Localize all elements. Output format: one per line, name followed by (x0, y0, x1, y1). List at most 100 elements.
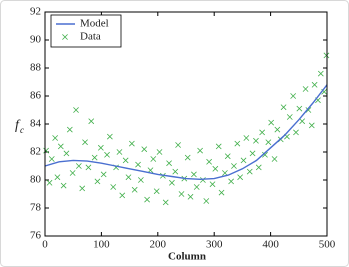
data-point (63, 150, 70, 157)
data-point (106, 133, 113, 140)
y-tick-label: 82 (30, 146, 41, 158)
y-tick-label: 84 (30, 118, 42, 130)
data-point (259, 129, 266, 136)
model-line (44, 84, 328, 181)
data-point (249, 150, 256, 157)
data-point (184, 154, 191, 161)
y-axis-label: f (15, 118, 21, 133)
y-tick-label: 88 (30, 62, 42, 74)
data-point (166, 160, 172, 167)
data-point (311, 81, 318, 88)
data-point (73, 107, 79, 113)
data-point (43, 147, 50, 154)
y-tick-label: 92 (30, 6, 41, 18)
data-point (253, 137, 259, 144)
data-point (197, 147, 203, 154)
y-tick-label: 80 (30, 174, 42, 186)
y-axis-label-subscript: c (20, 125, 24, 135)
data-point (150, 156, 157, 162)
data-point (162, 199, 169, 206)
data-point (48, 156, 55, 162)
data-point (122, 157, 129, 164)
data-point (119, 192, 126, 199)
data-point (231, 163, 237, 169)
data-point (296, 105, 303, 112)
data-point (293, 129, 299, 136)
data-point (243, 135, 250, 141)
data-point (144, 196, 150, 203)
data-point (46, 179, 53, 186)
data-point (57, 143, 64, 150)
data-point (135, 161, 141, 168)
data-point (215, 143, 222, 150)
data-point (85, 164, 92, 171)
data-point (268, 119, 275, 126)
data-point (262, 151, 268, 158)
x-tick-label: 500 (319, 239, 336, 251)
data-point (323, 52, 330, 59)
data-point (317, 70, 324, 77)
data-point (222, 170, 228, 176)
data-point (271, 156, 278, 162)
data-point (240, 157, 247, 164)
data-point (246, 168, 253, 175)
data-point (60, 182, 67, 189)
data-point (274, 126, 281, 133)
legend-label: Model (80, 18, 109, 30)
data-point (137, 177, 144, 183)
data-point (110, 184, 117, 190)
data-point (97, 144, 104, 151)
data-point (172, 168, 179, 175)
data-point (125, 174, 132, 181)
x-tick-label: 300 (206, 239, 223, 251)
data-point (54, 174, 61, 181)
data-point (308, 122, 315, 129)
data-point (237, 174, 244, 181)
data-point (212, 165, 219, 172)
data-point (100, 171, 107, 178)
data-point (206, 158, 213, 165)
data-point (91, 154, 98, 161)
data-point (128, 140, 135, 147)
data-point (52, 135, 59, 141)
data-point (290, 93, 297, 99)
data-point (209, 181, 216, 188)
data-point (200, 177, 206, 183)
data-point (94, 178, 101, 185)
data-point (286, 114, 293, 120)
data-point (193, 184, 200, 190)
data-point (234, 140, 241, 147)
data-point (228, 178, 235, 185)
data-point (218, 189, 225, 196)
legend-marker (62, 34, 68, 40)
data-point (178, 191, 185, 197)
x-axis-label: Column (168, 251, 206, 263)
y-tick-label: 86 (30, 90, 42, 102)
data-point (66, 126, 73, 133)
data-point (187, 193, 194, 200)
legend-box (50, 14, 122, 48)
y-tick-label: 90 (30, 34, 42, 46)
legend-label: Data (80, 31, 101, 43)
x-tick-label: 400 (262, 239, 279, 251)
y-tick-label: 78 (30, 202, 42, 214)
data-point (224, 153, 231, 160)
x-tick-label: 200 (150, 239, 167, 251)
data-point (141, 146, 148, 153)
data-point (169, 179, 175, 186)
data-point (302, 86, 309, 92)
y-tick-label: 76 (30, 230, 42, 242)
x-tick-label: 0 (42, 239, 48, 251)
data-point (75, 163, 82, 169)
plot-frame (44, 11, 328, 237)
data-point (116, 149, 123, 155)
data-point (280, 104, 287, 111)
data-point (69, 170, 76, 176)
data-point (255, 164, 262, 171)
data-point (299, 118, 306, 125)
data-point (153, 188, 160, 195)
data-point (265, 139, 272, 146)
data-point (156, 149, 163, 155)
data-point (82, 139, 88, 146)
